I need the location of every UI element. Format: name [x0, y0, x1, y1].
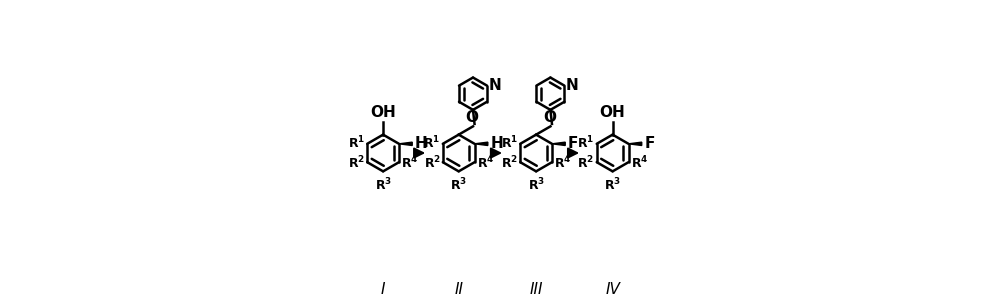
- Text: $\mathbf{R^3}$: $\mathbf{R^3}$: [375, 177, 392, 193]
- Text: $\mathbf{R^3}$: $\mathbf{R^3}$: [604, 177, 621, 193]
- Text: $\mathbf{R^3}$: $\mathbf{R^3}$: [528, 177, 545, 193]
- Text: $\mathbf{R^1}$: $\mathbf{R^1}$: [501, 135, 518, 151]
- Polygon shape: [629, 142, 642, 145]
- Text: II: II: [454, 282, 463, 297]
- Text: $\mathbf{R^2}$: $\mathbf{R^2}$: [501, 155, 518, 171]
- Text: $\mathbf{R^1}$: $\mathbf{R^1}$: [348, 135, 365, 151]
- Text: $\mathbf{R^1}$: $\mathbf{R^1}$: [423, 135, 441, 151]
- Text: O: O: [466, 110, 479, 125]
- Text: $\mathbf{R^3}$: $\mathbf{R^3}$: [450, 177, 467, 193]
- Text: O: O: [543, 110, 556, 125]
- Text: $\mathbf{R^4}$: $\mathbf{R^4}$: [401, 155, 419, 171]
- Text: N: N: [566, 78, 579, 93]
- Text: IV: IV: [605, 282, 620, 297]
- Text: III: III: [529, 282, 543, 297]
- Text: OH: OH: [370, 105, 396, 120]
- Text: $\mathbf{R^1}$: $\mathbf{R^1}$: [577, 135, 595, 151]
- Text: F: F: [568, 136, 578, 151]
- Polygon shape: [475, 142, 488, 145]
- Text: OH: OH: [600, 105, 625, 120]
- Text: I: I: [381, 282, 385, 297]
- Polygon shape: [552, 142, 565, 145]
- Text: $\mathbf{R^2}$: $\mathbf{R^2}$: [577, 155, 595, 171]
- Text: $\mathbf{R^4}$: $\mathbf{R^4}$: [631, 155, 648, 171]
- Text: $\mathbf{R^2}$: $\mathbf{R^2}$: [348, 155, 365, 171]
- Text: H: H: [415, 136, 427, 151]
- Text: $\mathbf{R^2}$: $\mathbf{R^2}$: [424, 155, 441, 171]
- Text: H: H: [490, 136, 503, 151]
- Polygon shape: [399, 142, 412, 145]
- Text: $\mathbf{R^4}$: $\mathbf{R^4}$: [477, 155, 494, 171]
- Text: N: N: [489, 78, 501, 93]
- Text: $\mathbf{R^4}$: $\mathbf{R^4}$: [554, 155, 572, 171]
- Text: F: F: [644, 136, 655, 151]
